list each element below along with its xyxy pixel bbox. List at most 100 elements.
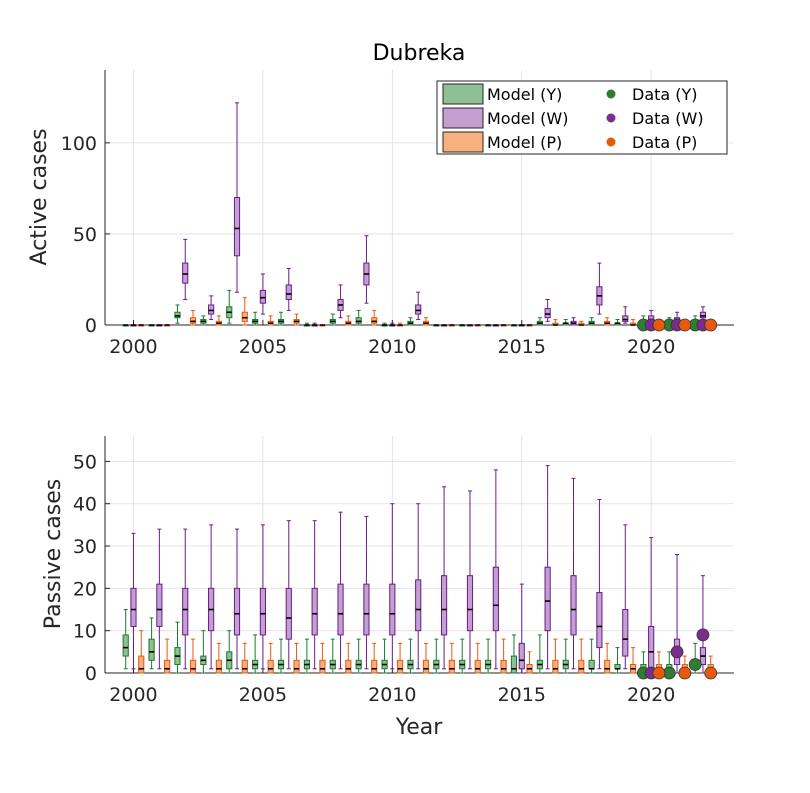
- box-body: [544, 566, 551, 632]
- box-P-2007: [319, 642, 326, 674]
- box-W-2020: [648, 537, 655, 674]
- box-P-2000: [138, 324, 145, 327]
- box-P-2003: [215, 315, 222, 326]
- box-W-2009: [363, 515, 370, 670]
- box-W-2004: [233, 528, 241, 670]
- box-W-2003: [208, 295, 215, 321]
- box-W-2011: [415, 291, 422, 321]
- box-body: [293, 659, 300, 674]
- box-Y-2004: [226, 630, 233, 674]
- box-Y-2008: [329, 638, 336, 674]
- x-tick-label: 2005: [239, 336, 287, 358]
- box-W-2002: [182, 238, 189, 300]
- box-P-2017: [578, 638, 585, 674]
- box-W-2000: [130, 532, 137, 670]
- box-body: [415, 304, 422, 315]
- box-W-2014: [492, 324, 499, 327]
- box-W-2007: [311, 520, 318, 670]
- box-body: [371, 659, 378, 674]
- box-W-2006: [285, 268, 292, 311]
- box-body: [371, 317, 378, 324]
- box-W-2010: [389, 503, 396, 670]
- box-P-2002: [189, 309, 197, 326]
- x-tick-label: 2020: [627, 336, 675, 358]
- y-tick-label: 40: [73, 494, 97, 516]
- y-tick-label: 0: [85, 663, 97, 685]
- box-P-2004: [241, 297, 248, 326]
- box-Y-2002: [174, 304, 181, 324]
- box-body: [448, 659, 455, 674]
- chart-title: Dubreka: [373, 41, 466, 66]
- box-body: [285, 284, 292, 300]
- data-point-P-2022: [704, 318, 718, 332]
- box-body: [233, 587, 241, 636]
- box-body: [122, 634, 129, 657]
- box-P-2014: [500, 638, 507, 674]
- box-body: [570, 575, 577, 636]
- x-tick-label: 2010: [368, 684, 416, 706]
- box-body: [164, 659, 171, 674]
- box-body: [189, 317, 197, 324]
- box-P-2007: [319, 324, 326, 327]
- box-W-2005: [259, 524, 266, 670]
- box-W-2015: [518, 583, 525, 674]
- box-W-2011: [415, 503, 422, 670]
- box-body: [622, 609, 629, 657]
- box-body: [215, 659, 222, 674]
- box-W-2022: [699, 306, 707, 322]
- box-P-2010: [396, 322, 404, 327]
- box-W-2008: [337, 284, 344, 319]
- box-body: [345, 659, 352, 674]
- box-W-2007: [311, 322, 318, 327]
- box-body: [500, 659, 507, 674]
- box-W-2018: [596, 498, 603, 670]
- legend-box: [436, 80, 728, 155]
- box-Y-2007: [303, 638, 310, 674]
- box-W-2003: [208, 524, 215, 670]
- box-W-2004: [233, 102, 241, 293]
- data-point-P-2022: [704, 666, 718, 680]
- box-body: [596, 592, 603, 649]
- box-Y-2009: [355, 309, 362, 326]
- box-P-2016: [552, 319, 559, 326]
- data-point-W-2021: [670, 645, 684, 659]
- box-Y-2002: [174, 621, 181, 674]
- box-P-2012: [448, 642, 455, 674]
- box-body: [363, 583, 370, 636]
- box-W-2016: [544, 299, 551, 322]
- box-body: [441, 575, 448, 636]
- box-body: [241, 659, 248, 674]
- box-W-2019: [622, 306, 629, 324]
- legend-swatch-P: [442, 131, 484, 153]
- box-W-2013: [466, 324, 474, 327]
- box-P-2015: [526, 324, 533, 327]
- y-tick-label: 0: [85, 315, 97, 337]
- box-W-2018: [596, 262, 603, 315]
- box-Y-2003: [200, 315, 207, 326]
- box-body: [699, 311, 707, 319]
- box-body: [241, 311, 248, 322]
- box-body: [285, 587, 292, 640]
- box-P-2002: [189, 638, 197, 674]
- box-Y-2017: [562, 319, 569, 326]
- box-Y-2006: [277, 311, 285, 326]
- x-tick-label: 2015: [498, 684, 546, 706]
- legend-swatch-Y: [442, 83, 484, 105]
- box-body: [156, 583, 163, 627]
- box-Y-2003: [200, 630, 207, 674]
- box-body: [492, 566, 499, 632]
- box-W-2012: [441, 324, 448, 327]
- legend-label: Data (P): [632, 133, 697, 152]
- legend-label: Model (Y): [487, 85, 562, 104]
- box-body: [138, 655, 145, 674]
- y-tick-label: 30: [73, 536, 97, 558]
- y-tick-label: 100: [61, 133, 97, 155]
- box-Y-2012: [433, 638, 440, 674]
- box-body: [422, 659, 430, 674]
- box-body: [355, 317, 362, 324]
- legend-label: Data (W): [632, 109, 704, 128]
- legend: Model (Y) Model (W) Model (P) Data (Y) Data …: [436, 80, 728, 155]
- box-Y-2011: [407, 638, 414, 674]
- bottom-ylabel: Passive cases: [41, 479, 66, 629]
- box-Y-2010: [381, 322, 388, 327]
